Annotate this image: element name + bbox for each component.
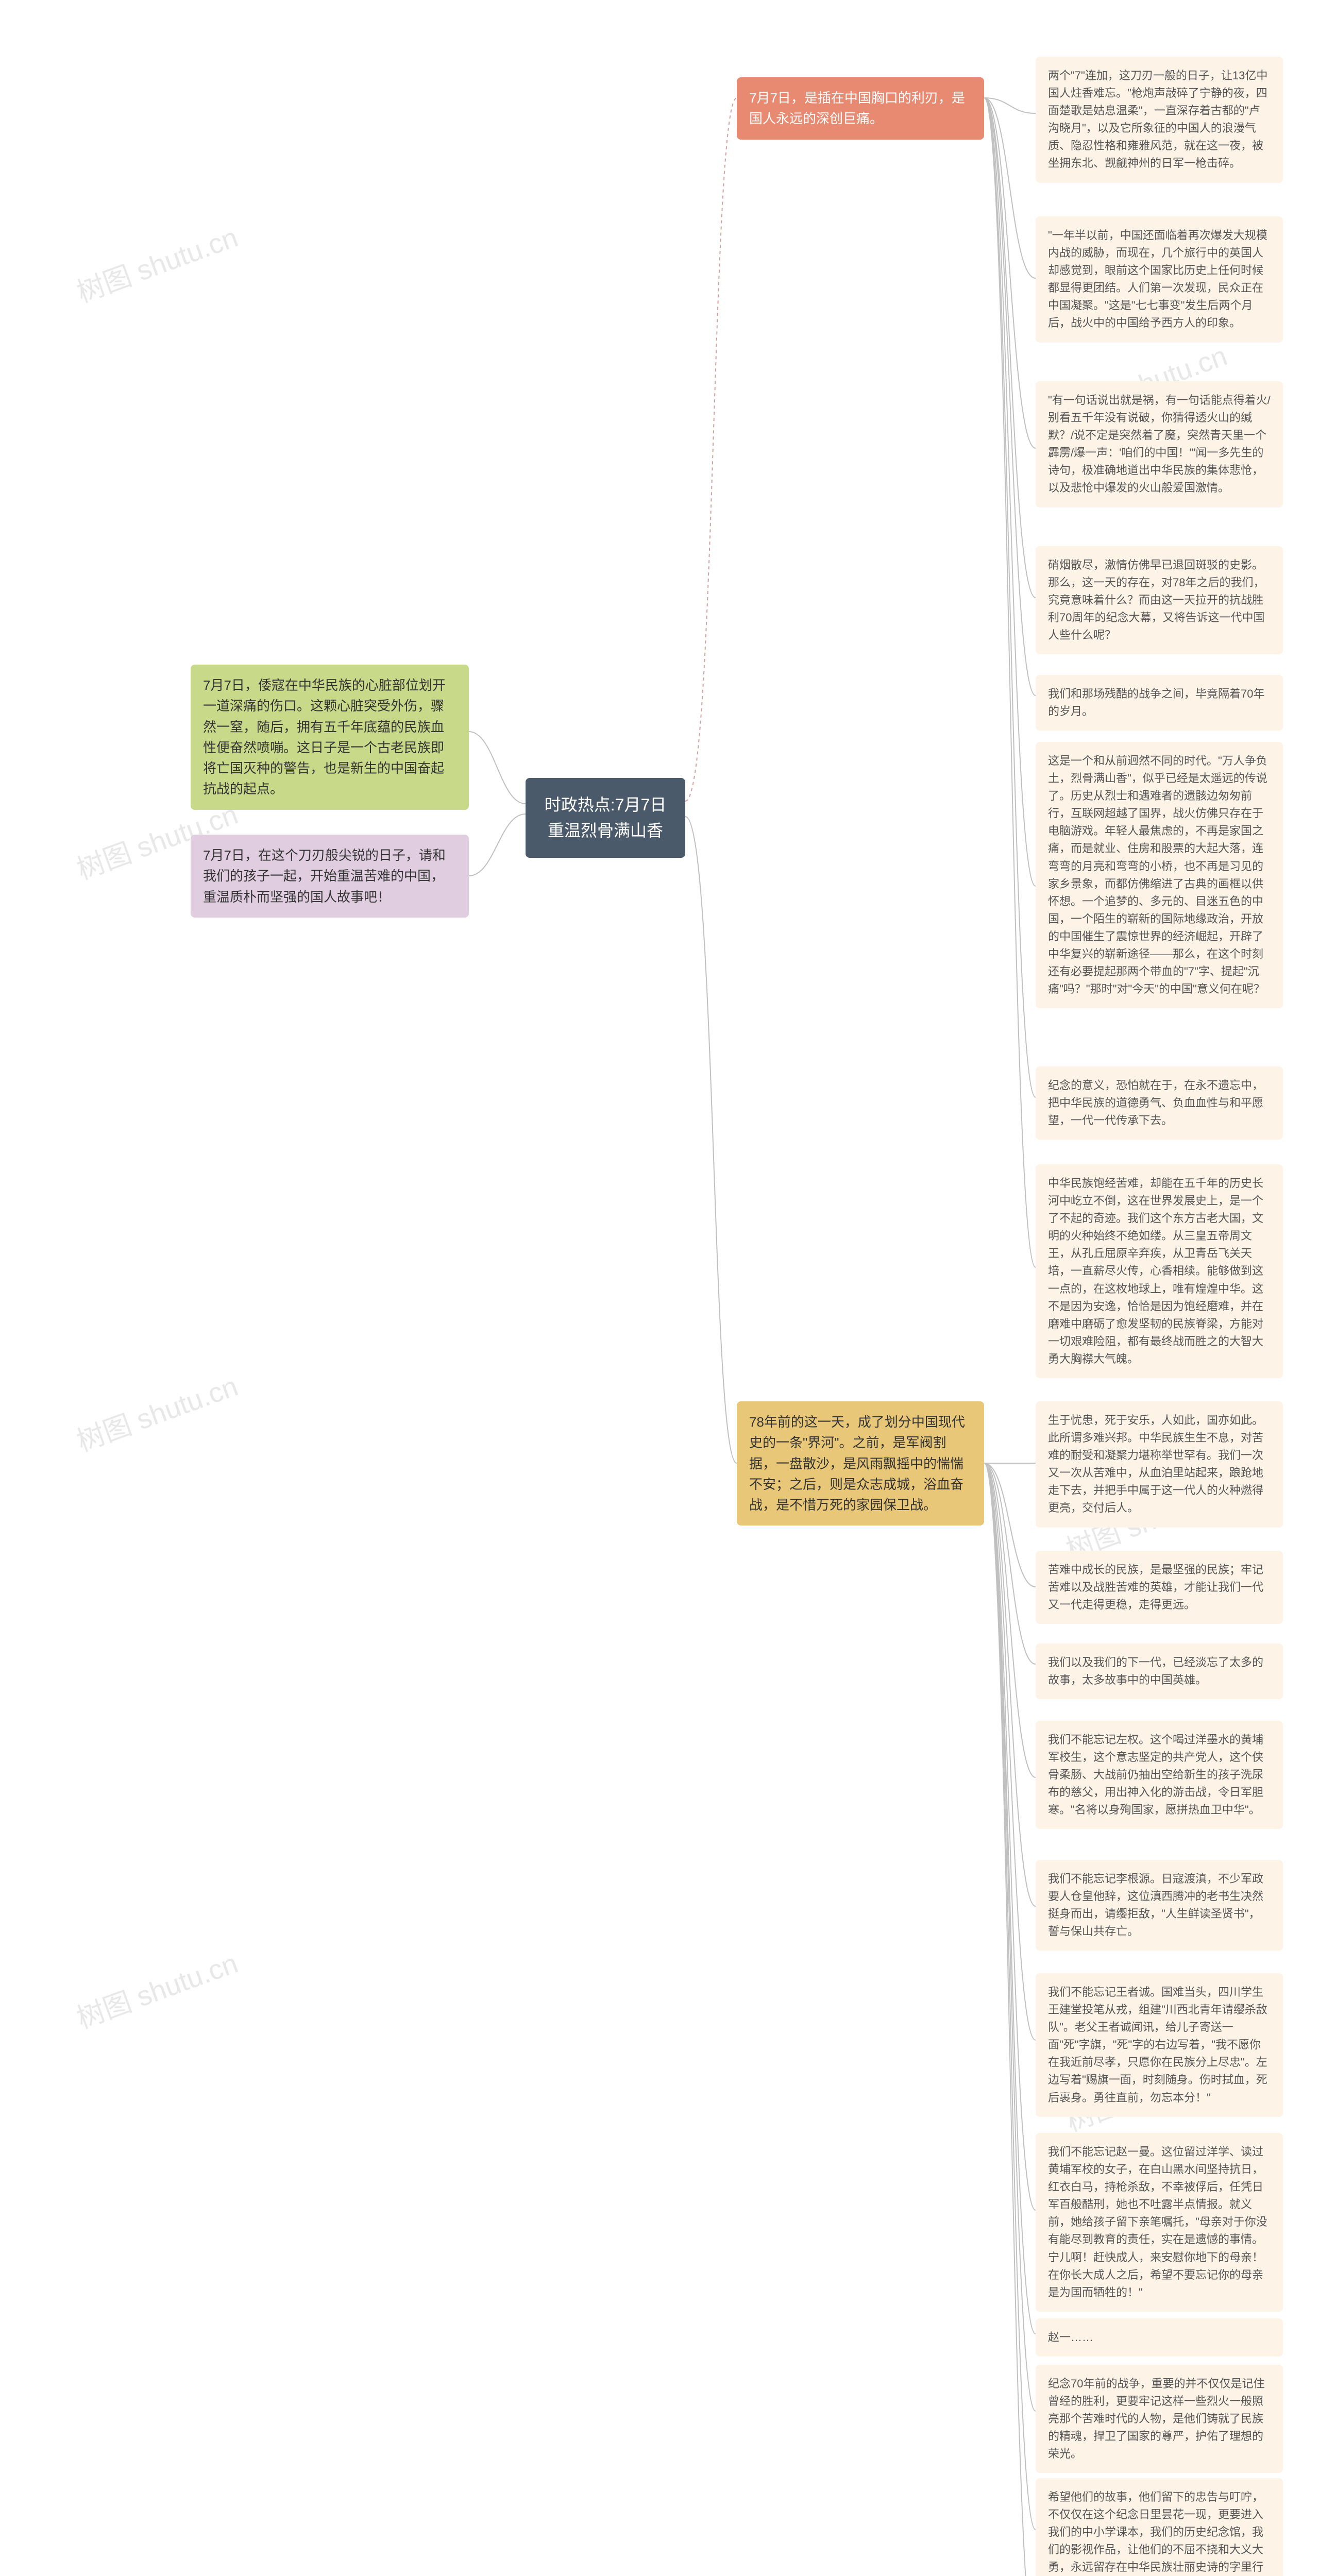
leaf-node[interactable]: 我们不能忘记王者诚。国难当头，四川学生王建堂投笔从戎，组建"川西北青年请缨杀敌队… xyxy=(1036,1973,1283,2117)
leaf-node[interactable]: 我们和那场残酷的战争之间，毕竟隔着70年的岁月。 xyxy=(1036,675,1283,731)
leaf-text: 这是一个和从前迥然不同的时代。"万人争负土，烈骨满山香"，似乎已经是太遥远的传说… xyxy=(1048,754,1267,995)
leaf-text: 我们和那场残酷的战争之间，毕竟隔着70年的岁月。 xyxy=(1048,687,1264,718)
leaf-node[interactable]: 硝烟散尽，激情仿佛早已退回斑驳的史影。那么，这一天的存在，对78年之后的我们，究… xyxy=(1036,546,1283,654)
leaf-node[interactable]: 这是一个和从前迥然不同的时代。"万人争负土，烈骨满山香"，似乎已经是太遥远的传说… xyxy=(1036,742,1283,1008)
leaf-text: 苦难中成长的民族，是最坚强的民族；牢记苦难以及战胜苦难的英雄，才能让我们一代又一… xyxy=(1048,1563,1263,1611)
leaf-node[interactable]: 希望他们的故事，他们留下的忠告与叮咛，不仅仅在这个纪念日里昙花一现，更要进入我们… xyxy=(1036,2478,1283,2576)
leaf-node[interactable]: 我们不能忘记李根源。日寇渡滇，不少军政要人仓皇他辞，这位滇西腾冲的老书生决然挺身… xyxy=(1036,1860,1283,1951)
right-branch-1[interactable]: 7月7日，是插在中国胸口的利刃，是国人永远的深创巨痛。 xyxy=(737,77,984,140)
right-branch-2-text: 78年前的这一天，成了划分中国现代史的一条"界河"。之前，是军阀割据，一盘散沙，… xyxy=(749,1414,965,1513)
left-node-2-text: 7月7日，在这个刀刃般尖锐的日子，请和我们的孩子一起，开始重温苦难的中国，重温质… xyxy=(203,848,446,905)
leaf-node[interactable]: 生于忧患，死于安乐，人如此，国亦如此。此所谓多难兴邦。中华民族生生不息，对苦难的… xyxy=(1036,1401,1283,1528)
watermark: 树图 shutu.cn xyxy=(70,1940,242,2036)
leaf-node[interactable]: "有一句话说出就是祸，有一句话能点得着火/别看五千年没有说破，你猜得透火山的缄默… xyxy=(1036,381,1283,507)
leaf-text: 我们不能忘记王者诚。国难当头，四川学生王建堂投笔从戎，组建"川西北青年请缨杀敌队… xyxy=(1048,1986,1267,2104)
leaf-text: 我们不能忘记李根源。日寇渡滇，不少军政要人仓皇他辞，这位滇西腾冲的老书生决然挺身… xyxy=(1048,1872,1263,1938)
leaf-text: 两个"7"连加，这刀刃一般的日子，让13亿中国人炷香难忘。"枪炮声敲碎了宁静的夜… xyxy=(1048,69,1267,170)
leaf-text: "一年半以前，中国还面临着再次爆发大规模内战的威胁，而现在，几个旅行中的英国人却… xyxy=(1048,229,1267,329)
leaf-text: 我们不能忘记左权。这个喝过洋墨水的黄埔军校生，这个意志坚定的共产党人，这个侠骨柔… xyxy=(1048,1733,1263,1816)
leaf-text: 生于忧患，死于安乐，人如此，国亦如此。此所谓多难兴邦。中华民族生生不息，对苦难的… xyxy=(1048,1414,1263,1514)
center-node[interactable]: 时政热点:7月7日 重温烈骨满山香 xyxy=(526,778,685,858)
leaf-node[interactable]: 纪念的意义，恐怕就在于，在永不遗忘中，把中华民族的道德勇气、负血血性与和平愿望，… xyxy=(1036,1066,1283,1140)
leaf-text: 纪念70年前的战争，重要的并不仅仅是记住曾经的胜利，更要牢记这样一些烈火一般照亮… xyxy=(1048,2377,1264,2460)
right-branch-1-text: 7月7日，是插在中国胸口的利刃，是国人永远的深创巨痛。 xyxy=(749,90,965,126)
leaf-node[interactable]: 我们不能忘记左权。这个喝过洋墨水的黄埔军校生，这个意志坚定的共产党人，这个侠骨柔… xyxy=(1036,1721,1283,1829)
right-branch-2[interactable]: 78年前的这一天，成了划分中国现代史的一条"界河"。之前，是军阀割据，一盘散沙，… xyxy=(737,1401,984,1526)
leaf-text: 纪念的意义，恐怕就在于，在永不遗忘中，把中华民族的道德勇气、负血血性与和平愿望，… xyxy=(1048,1079,1263,1127)
center-node-text: 时政热点:7月7日 重温烈骨满山香 xyxy=(545,795,667,840)
leaf-node[interactable]: 我们不能忘记赵一曼。这位留过洋学、读过黄埔军校的女子，在白山黑水间坚持抗日，红衣… xyxy=(1036,2133,1283,2312)
leaf-text: 硝烟散尽，激情仿佛早已退回斑驳的史影。那么，这一天的存在，对78年之后的我们，究… xyxy=(1048,558,1264,641)
watermark: 树图 shutu.cn xyxy=(70,214,242,310)
leaf-node[interactable]: 中华民族饱经苦难，却能在五千年的历史长河中屹立不倒，这在世界发展史上，是一个了不… xyxy=(1036,1164,1283,1378)
left-node-2[interactable]: 7月7日，在这个刀刃般尖锐的日子，请和我们的孩子一起，开始重温苦难的中国，重温质… xyxy=(191,835,469,918)
watermark: 树图 shutu.cn xyxy=(70,1363,242,1459)
leaf-text: 赵一…… xyxy=(1048,2331,1093,2344)
leaf-text: "有一句话说出就是祸，有一句话能点得着火/别看五千年没有说破，你猜得透火山的缄默… xyxy=(1048,394,1271,494)
leaf-node[interactable]: 纪念70年前的战争，重要的并不仅仅是记住曾经的胜利，更要牢记这样一些烈火一般照亮… xyxy=(1036,2365,1283,2473)
left-node-1[interactable]: 7月7日，倭寇在中华民族的心脏部位划开一道深痛的伤口。这颗心脏突受外伤，骤然一窒… xyxy=(191,665,469,810)
leaf-text: 中华民族饱经苦难，却能在五千年的历史长河中屹立不倒，这在世界发展史上，是一个了不… xyxy=(1048,1177,1263,1365)
leaf-text: 我们以及我们的下一代，已经淡忘了太多的故事，太多故事中的中国英雄。 xyxy=(1048,1656,1263,1686)
leaf-node[interactable]: "一年半以前，中国还面临着再次爆发大规模内战的威胁，而现在，几个旅行中的英国人却… xyxy=(1036,216,1283,343)
leaf-node[interactable]: 苦难中成长的民族，是最坚强的民族；牢记苦难以及战胜苦难的英雄，才能让我们一代又一… xyxy=(1036,1551,1283,1624)
left-node-1-text: 7月7日，倭寇在中华民族的心脏部位划开一道深痛的伤口。这颗心脏突受外伤，骤然一窒… xyxy=(203,677,446,796)
leaf-node[interactable]: 我们以及我们的下一代，已经淡忘了太多的故事，太多故事中的中国英雄。 xyxy=(1036,1643,1283,1699)
leaf-node[interactable]: 赵一…… xyxy=(1036,2318,1283,2357)
leaf-node[interactable]: 两个"7"连加，这刀刃一般的日子，让13亿中国人炷香难忘。"枪炮声敲碎了宁静的夜… xyxy=(1036,57,1283,183)
leaf-text: 我们不能忘记赵一曼。这位留过洋学、读过黄埔军校的女子，在白山黑水间坚持抗日，红衣… xyxy=(1048,2145,1267,2299)
leaf-text: 希望他们的故事，他们留下的忠告与叮咛，不仅仅在这个纪念日里昙花一现，更要进入我们… xyxy=(1048,2490,1263,2576)
